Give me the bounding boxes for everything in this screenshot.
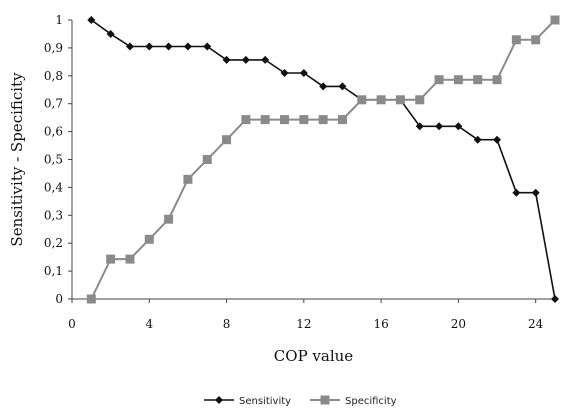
- axes: 0 0,1 0,2 0,3 0,4 0,5 0,6 0,7 0,8 0,9 1 0 4 8 12 16 20 24: [44, 13, 555, 331]
- series-specificity: [86, 15, 560, 304]
- y-tick-label: 0,3: [44, 208, 63, 222]
- data-point-specificity: [318, 115, 328, 125]
- data-point-sensitivity: [493, 135, 502, 144]
- legend-swatch-marker: [320, 395, 330, 405]
- x-tick-label: 20: [451, 317, 466, 331]
- data-point-sensitivity: [222, 55, 231, 64]
- data-point-specificity: [222, 135, 232, 145]
- x-tick-label: 4: [145, 317, 153, 331]
- x-tick-label: 16: [373, 317, 388, 331]
- data-point-specificity: [453, 75, 463, 85]
- x-tick-label: 24: [528, 317, 544, 331]
- data-point-specificity: [164, 214, 174, 224]
- legend-item-sensitivity: Sensitivity: [204, 396, 291, 407]
- series-line-specificity: [90, 19, 556, 300]
- data-point-specificity: [511, 35, 521, 45]
- data-point-specificity: [434, 75, 444, 85]
- data-point-sensitivity: [473, 135, 482, 144]
- data-point-specificity: [415, 95, 425, 105]
- y-tick-label: 0,9: [44, 41, 63, 55]
- x-tick-label: 0: [68, 317, 76, 331]
- y-axis-title: Sensitivity - Specificity: [8, 72, 26, 247]
- series-layer: [86, 15, 560, 304]
- y-tick-label: 0,7: [44, 97, 63, 111]
- y-tick-label: 0,4: [44, 180, 63, 194]
- y-tick-label: 1: [55, 13, 63, 27]
- data-point-sensitivity: [241, 55, 250, 64]
- y-tick-label: 0: [55, 292, 63, 306]
- data-point-sensitivity: [454, 122, 463, 131]
- y-tick-label: 0,1: [44, 264, 63, 278]
- data-point-sensitivity: [338, 82, 347, 91]
- legend-label: Sensitivity: [239, 396, 291, 407]
- data-point-specificity: [357, 95, 367, 105]
- data-point-specificity: [492, 75, 502, 85]
- data-point-specificity: [106, 254, 116, 264]
- x-tick-label: 8: [223, 317, 231, 331]
- data-point-sensitivity: [280, 69, 289, 78]
- x-tick-label: 12: [296, 317, 311, 331]
- legend: Sensitivity Specificity: [204, 395, 397, 407]
- data-point-specificity: [241, 115, 251, 125]
- data-point-specificity: [144, 234, 154, 244]
- data-point-sensitivity: [531, 188, 540, 197]
- data-point-specificity: [260, 115, 270, 125]
- data-point-specificity: [86, 294, 96, 304]
- data-point-sensitivity: [106, 29, 115, 38]
- data-point-sensitivity: [183, 42, 192, 51]
- series-line-sensitivity: [90, 19, 556, 300]
- data-point-sensitivity: [261, 55, 270, 64]
- legend-label: Specificity: [345, 396, 397, 407]
- data-point-sensitivity: [87, 16, 96, 24]
- data-point-specificity: [550, 15, 560, 25]
- data-point-sensitivity: [299, 69, 308, 78]
- data-point-specificity: [473, 75, 483, 85]
- legend-item-specificity: Specificity: [310, 395, 397, 407]
- data-point-specificity: [280, 115, 290, 125]
- data-point-specificity: [395, 95, 405, 105]
- data-point-sensitivity: [435, 122, 444, 131]
- legend-swatch-marker: [215, 396, 223, 404]
- data-point-specificity: [202, 155, 212, 164]
- data-point-specificity: [376, 95, 386, 105]
- data-point-sensitivity: [512, 188, 521, 197]
- data-point-sensitivity: [415, 122, 424, 131]
- data-point-specificity: [125, 254, 135, 264]
- x-axis-title: COP value: [274, 347, 354, 365]
- y-tick-label: 0,8: [44, 69, 63, 83]
- data-point-specificity: [531, 35, 541, 45]
- data-point-specificity: [299, 115, 309, 125]
- y-tick-label: 0,5: [44, 153, 63, 167]
- data-point-sensitivity: [551, 295, 559, 303]
- data-point-specificity: [183, 174, 193, 184]
- data-point-specificity: [337, 115, 347, 125]
- data-point-sensitivity: [164, 42, 173, 51]
- series-sensitivity: [87, 16, 559, 303]
- data-point-sensitivity: [203, 42, 212, 51]
- data-point-sensitivity: [125, 42, 134, 51]
- y-tick-label: 0,2: [44, 236, 63, 250]
- y-tick-label: 0,6: [44, 125, 63, 139]
- data-point-sensitivity: [319, 82, 328, 91]
- data-point-sensitivity: [145, 42, 154, 51]
